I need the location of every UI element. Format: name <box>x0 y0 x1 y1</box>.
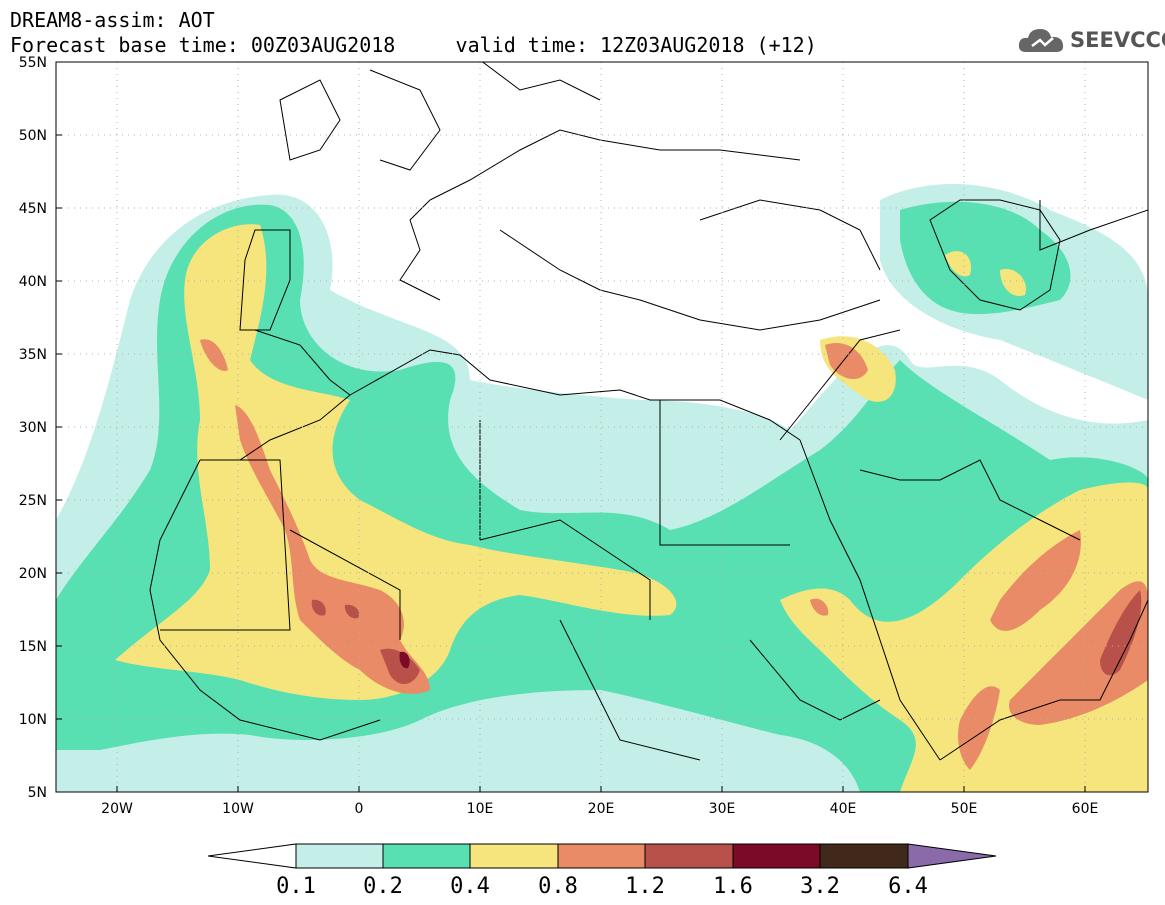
colorbar-label: 1.2 <box>625 874 665 899</box>
lat-label: 45N <box>19 201 47 217</box>
colorbar-label: 1.6 <box>713 874 753 899</box>
lat-label: 25N <box>19 493 47 509</box>
time-info: Forecast base time: 00Z03AUG2018 valid t… <box>10 34 817 56</box>
colorbar-arrow-high <box>907 843 997 869</box>
lon-label: 10W <box>222 801 254 817</box>
lat-label: 30N <box>19 420 47 436</box>
lat-label: 40N <box>19 274 47 290</box>
lat-label: 50N <box>19 128 47 144</box>
valid-time: valid time: 12Z03AUG2018 (+12) <box>455 33 817 57</box>
colorbar-swatch <box>819 843 909 869</box>
lat-label: 35N <box>19 347 47 363</box>
lon-label: 20W <box>101 801 133 817</box>
longitude-labels: 20W 10W 0 10E 20E 30E 40E 50E 60E <box>101 801 1098 817</box>
colorbar-label: 0.1 <box>276 874 316 899</box>
colorbar <box>207 843 997 869</box>
seevccc-logo: SEEVCCC <box>1018 24 1165 58</box>
aot-level-0.8 <box>200 339 1148 770</box>
aot-level-1.2 <box>311 590 1142 685</box>
lon-label: 30E <box>709 801 736 817</box>
logo-text: SEEVCCC <box>1070 28 1165 52</box>
lon-label: 10E <box>467 801 494 817</box>
tick-marks <box>56 134 1086 792</box>
colorbar-label: 6.4 <box>888 874 928 899</box>
lat-label: 20N <box>19 566 47 582</box>
lat-label: 55N <box>19 55 47 71</box>
lon-label: 60E <box>1072 801 1099 817</box>
colorbar-swatch <box>644 843 734 869</box>
cloud-icon <box>1018 29 1064 52</box>
lat-label: 15N <box>19 639 47 655</box>
colorbar-labels: 0.1 0.2 0.4 0.8 1.2 1.6 3.2 6.4 <box>276 874 928 899</box>
colorbar-label: 0.2 <box>363 874 403 899</box>
lon-label: 20E <box>588 801 615 817</box>
colorbar-label: 3.2 <box>800 874 840 899</box>
map-title: DREAM8-assim: AOT <box>10 8 215 32</box>
base-time: Forecast base time: 00Z03AUG2018 <box>10 33 396 57</box>
colorbar-arrow-low <box>207 843 297 869</box>
lon-label: 0 <box>355 801 364 817</box>
colorbar-label: 0.4 <box>450 874 490 899</box>
aot-shading <box>56 183 1148 792</box>
colorbar-swatch <box>382 843 471 869</box>
lat-label: 5N <box>28 785 47 801</box>
colorbar-label: 0.8 <box>538 874 578 899</box>
graticule <box>56 62 1148 792</box>
lon-label: 40E <box>830 801 857 817</box>
lon-label: 50E <box>951 801 978 817</box>
latitude-labels: 55N 50N 45N 40N 35N 30N 25N 20N 15N 10N … <box>19 55 47 801</box>
colorbar-swatch <box>732 843 821 869</box>
aot-level-1.6 <box>399 651 410 669</box>
colorbar-swatch <box>557 843 646 869</box>
colorbar-swatch <box>469 843 559 869</box>
colorbar-swatch <box>295 843 384 869</box>
lat-label: 10N <box>19 712 47 728</box>
